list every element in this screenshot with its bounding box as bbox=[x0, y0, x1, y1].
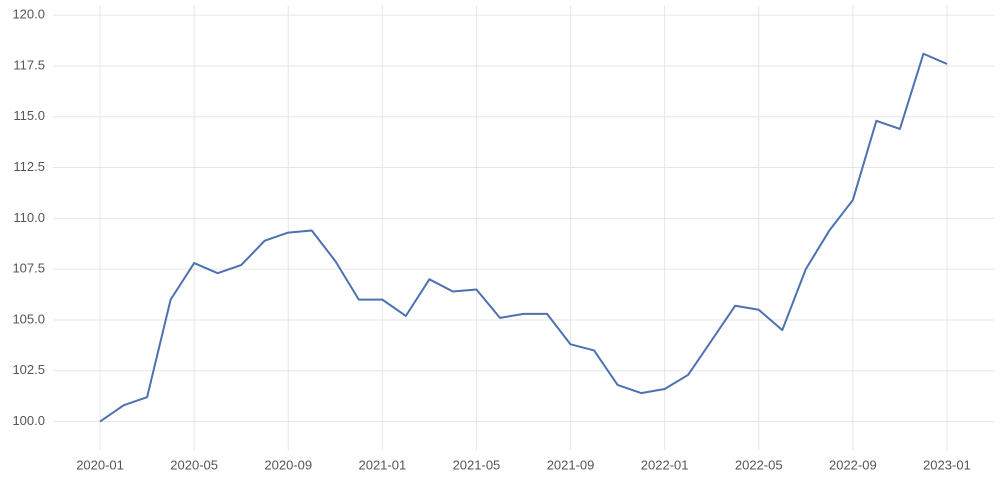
y-tick-label: 120.0 bbox=[12, 7, 45, 22]
y-tick-label: 117.5 bbox=[13, 57, 45, 72]
x-tick-label: 2021-09 bbox=[547, 457, 595, 472]
x-tick-label: 2022-05 bbox=[735, 457, 783, 472]
y-tick-label: 102.5 bbox=[12, 362, 45, 377]
x-tick-label: 2020-01 bbox=[76, 457, 124, 472]
y-tick-label: 107.5 bbox=[12, 261, 45, 276]
y-tick-label: 105.0 bbox=[12, 311, 45, 326]
x-tick-label: 2022-09 bbox=[829, 457, 877, 472]
x-tick-label: 2021-01 bbox=[358, 457, 406, 472]
data-line bbox=[99, 52, 948, 423]
x-tick-label: 2020-05 bbox=[170, 457, 218, 472]
x-tick-label: 2022-01 bbox=[641, 457, 689, 472]
x-tick-label: 2020-09 bbox=[264, 457, 312, 472]
x-tick-label: 2021-05 bbox=[453, 457, 501, 472]
y-tick-label: 110.0 bbox=[13, 210, 45, 225]
x-tick-label: 2023-01 bbox=[923, 457, 971, 472]
y-tick-label: 115.0 bbox=[13, 108, 45, 123]
y-tick-label: 112.5 bbox=[13, 159, 45, 174]
y-tick-label: 100.0 bbox=[12, 413, 45, 428]
